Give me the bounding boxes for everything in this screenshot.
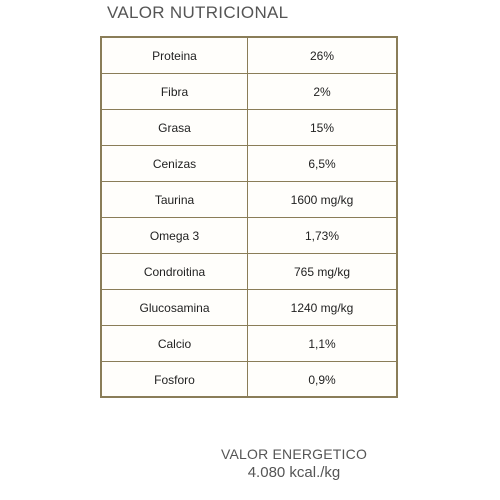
energy-amount: 4.080 kcal./kg	[247, 464, 341, 481]
nutrient-value: 2%	[313, 84, 331, 99]
nutrient-name: Fosforo	[102, 362, 248, 398]
nutrient-name: Condroitina	[102, 254, 248, 289]
nutrient-name: Calcio	[102, 326, 248, 361]
energy-title: VALOR ENERGETICO	[220, 446, 368, 462]
nutrient-value: 1240 mg/kg	[290, 300, 354, 315]
table-row: Omega 3 1,73%	[102, 218, 396, 254]
nutrient-value: 15%	[309, 120, 335, 135]
table-row: Calcio 1,1%	[102, 326, 396, 362]
table-row: Grasa 15%	[102, 110, 396, 146]
nutrient-value: 0,9%	[308, 373, 336, 387]
nutrient-value: 26%	[309, 48, 335, 63]
nutrient-name: Proteina	[102, 38, 248, 73]
nutrient-value: 6,5%	[308, 156, 336, 171]
table-row: Condroitina 765 mg/kg	[102, 254, 396, 290]
nutrition-table: Proteina 26% Fibra 2% Grasa 15% Cenizas …	[100, 36, 398, 398]
nutrient-name: Glucosamina	[102, 290, 248, 325]
nutrient-name: Cenizas	[102, 146, 248, 181]
nutrient-value: 1600 mg/kg	[290, 192, 354, 207]
table-row: Fibra 2%	[102, 74, 396, 110]
table-row: Cenizas 6,5%	[102, 146, 396, 182]
nutrient-name: Grasa	[102, 110, 248, 145]
page-title: VALOR NUTRICIONAL	[107, 3, 289, 22]
energy-value-block: VALOR ENERGETICO 4.080 kcal./kg	[213, 446, 375, 481]
nutrient-name: Fibra	[102, 74, 248, 109]
table-row: Fosforo 0,9%	[102, 362, 396, 398]
table-row: Glucosamina 1240 mg/kg	[102, 290, 396, 326]
nutrient-name: Taurina	[102, 182, 248, 217]
nutrient-value: 765 mg/kg	[293, 264, 351, 279]
nutrient-value: 1,73%	[304, 228, 340, 243]
table-row: Proteina 26%	[102, 38, 396, 74]
nutrient-name: Omega 3	[102, 218, 248, 253]
nutrient-value: 1,1%	[308, 336, 336, 351]
table-row: Taurina 1600 mg/kg	[102, 182, 396, 218]
